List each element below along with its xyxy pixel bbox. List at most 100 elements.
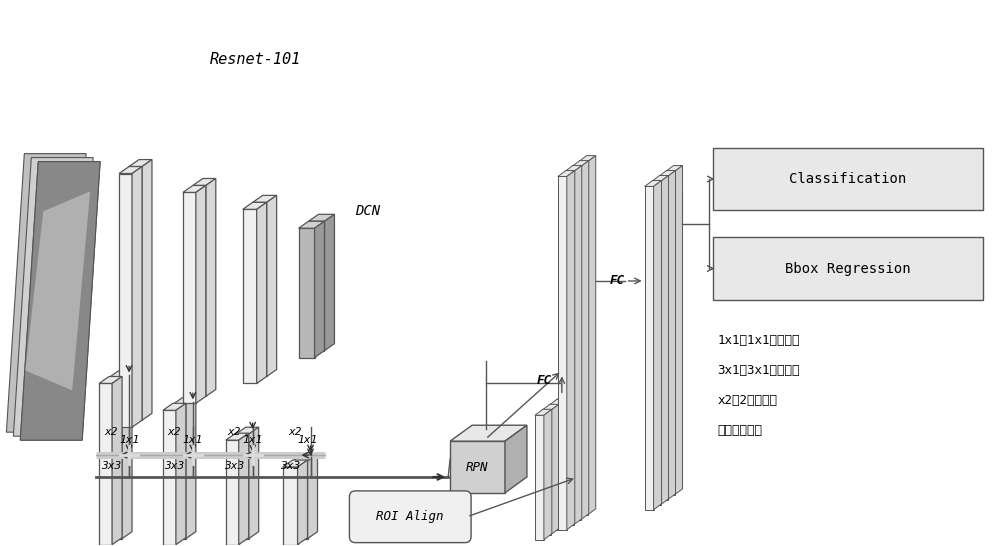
Polygon shape — [542, 410, 551, 535]
Polygon shape — [666, 171, 675, 495]
Polygon shape — [298, 460, 308, 544]
Polygon shape — [661, 175, 669, 505]
Polygon shape — [249, 427, 259, 539]
Polygon shape — [668, 170, 676, 500]
Polygon shape — [173, 405, 186, 539]
Polygon shape — [563, 389, 580, 395]
Polygon shape — [119, 174, 132, 427]
Polygon shape — [183, 192, 196, 403]
Polygon shape — [309, 221, 324, 351]
Polygon shape — [239, 433, 249, 544]
Polygon shape — [243, 203, 267, 209]
FancyBboxPatch shape — [349, 491, 471, 543]
Polygon shape — [283, 467, 298, 544]
Polygon shape — [193, 179, 216, 186]
Polygon shape — [253, 203, 267, 377]
Text: 1x1: 1x1 — [243, 435, 263, 445]
Text: 1x1: 1x1 — [183, 435, 203, 445]
Polygon shape — [450, 425, 527, 441]
Polygon shape — [654, 181, 662, 510]
Polygon shape — [308, 454, 318, 539]
Polygon shape — [551, 405, 559, 535]
Polygon shape — [299, 228, 315, 358]
Polygon shape — [293, 454, 318, 461]
Polygon shape — [558, 399, 566, 530]
Text: x2: x2 — [289, 427, 302, 437]
Polygon shape — [293, 461, 308, 539]
Text: 1x1: 1x1 — [297, 435, 318, 445]
Text: FC: FC — [610, 275, 625, 287]
Polygon shape — [236, 434, 249, 539]
Text: x2: x2 — [227, 427, 240, 437]
Polygon shape — [243, 209, 257, 383]
Polygon shape — [565, 394, 573, 525]
Polygon shape — [572, 161, 589, 167]
Polygon shape — [565, 165, 582, 171]
Text: Resnet-101: Resnet-101 — [210, 51, 301, 67]
Polygon shape — [226, 440, 239, 544]
Polygon shape — [183, 186, 206, 192]
Polygon shape — [99, 377, 122, 383]
Polygon shape — [556, 394, 573, 400]
Polygon shape — [666, 165, 682, 171]
Polygon shape — [542, 405, 559, 410]
Polygon shape — [450, 441, 505, 493]
Polygon shape — [549, 399, 566, 405]
Text: 3x1：3x1卷积操作: 3x1：3x1卷积操作 — [717, 364, 800, 377]
Polygon shape — [193, 186, 206, 396]
Polygon shape — [652, 181, 661, 505]
Text: 3x3: 3x3 — [101, 461, 121, 471]
Text: 3x3: 3x3 — [224, 461, 244, 471]
Text: ＋：逐位相加: ＋：逐位相加 — [717, 424, 762, 437]
Polygon shape — [25, 192, 90, 390]
Text: 3x3: 3x3 — [280, 461, 301, 471]
Polygon shape — [142, 159, 152, 420]
Text: Bbox Regression: Bbox Regression — [785, 262, 911, 276]
FancyBboxPatch shape — [713, 237, 983, 300]
Polygon shape — [505, 425, 527, 493]
Text: DCN: DCN — [355, 204, 381, 218]
Polygon shape — [6, 153, 86, 432]
Polygon shape — [20, 162, 100, 440]
Polygon shape — [226, 433, 249, 440]
Polygon shape — [645, 181, 662, 186]
Polygon shape — [563, 395, 572, 520]
Polygon shape — [267, 195, 277, 377]
Text: FC: FC — [537, 374, 552, 387]
Polygon shape — [163, 410, 176, 544]
Polygon shape — [13, 158, 93, 436]
Polygon shape — [535, 416, 544, 539]
Polygon shape — [558, 170, 575, 176]
Text: +: + — [247, 449, 258, 461]
Polygon shape — [544, 410, 552, 539]
Polygon shape — [556, 400, 565, 525]
Polygon shape — [588, 156, 596, 515]
Polygon shape — [109, 377, 122, 539]
Polygon shape — [129, 167, 142, 420]
Text: 3x3: 3x3 — [164, 461, 184, 471]
Polygon shape — [132, 167, 142, 427]
Polygon shape — [579, 162, 588, 515]
Polygon shape — [236, 427, 259, 434]
Polygon shape — [652, 175, 669, 181]
Polygon shape — [253, 195, 277, 203]
Polygon shape — [572, 167, 581, 520]
Polygon shape — [257, 203, 267, 383]
Polygon shape — [109, 371, 132, 377]
Polygon shape — [196, 186, 206, 403]
Polygon shape — [20, 162, 100, 440]
Polygon shape — [283, 460, 308, 467]
Polygon shape — [572, 389, 580, 520]
Text: RPN: RPN — [466, 460, 489, 473]
Polygon shape — [186, 397, 196, 539]
Text: +: + — [188, 449, 198, 461]
Polygon shape — [558, 176, 567, 530]
Polygon shape — [567, 170, 575, 530]
Polygon shape — [99, 383, 112, 544]
Text: Classification: Classification — [789, 172, 907, 186]
Polygon shape — [129, 159, 152, 167]
Text: ROI Align: ROI Align — [376, 511, 444, 523]
Polygon shape — [659, 176, 668, 500]
Polygon shape — [549, 405, 558, 530]
Polygon shape — [315, 221, 324, 358]
